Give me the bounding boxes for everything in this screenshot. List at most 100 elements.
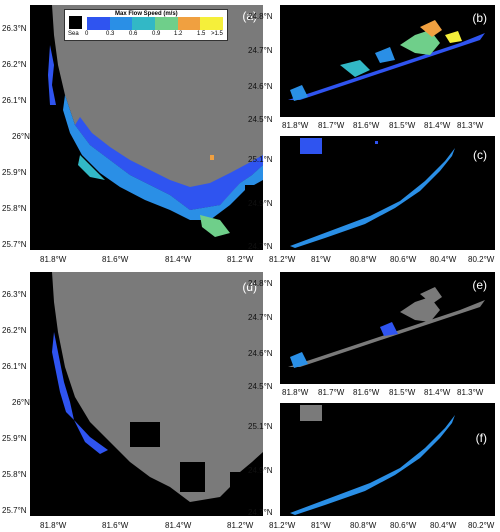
panel-a-label: (a) [242,9,257,23]
panel-b-keys [288,33,485,100]
legend-tick: 0.9 [152,31,161,37]
panel-b-flow-cluster [340,60,370,77]
panel-f-graphic [290,405,455,515]
panel-b-x-tick: 81.5°W [389,121,416,130]
left-x-tick-top: 81.8°W [40,255,67,264]
panel-a-flow-band-outer [75,117,263,210]
legend-tick: 0.3 [106,31,115,37]
panel-d-gulf [52,272,263,502]
panel-b-y-tick: 24.8°N [248,12,273,21]
panel-f-x-tick: 80.2°W [468,521,495,530]
panel-a-flow-hotspot [210,155,214,160]
panel-a-y-tick: 25.9°N [2,168,27,177]
panel-f-map: (f) [280,403,495,516]
panel-e-y-tick: 24.7°N [248,313,273,322]
panel-b-map: (b) [280,5,495,117]
panel-c-x-tick: 80.4°W [430,255,457,264]
panel-f-x-tick: 80.4°W [430,521,457,530]
panel-d-flow-coast [50,312,74,420]
legend-color-1 [109,17,133,30]
panel-a-land-block [238,205,254,240]
left-x-tick-bottom: 81.4°W [165,521,192,530]
panel-e-x-tick: 81.4°W [424,388,451,397]
panel-f-x-tick: 80.6°W [390,521,417,530]
panel-a-graphic [48,5,263,240]
panel-d-y-tick: 25.9°N [2,434,27,443]
legend-color-0 [87,17,110,30]
panel-a-coast-islands [48,45,56,105]
panel-a-y-tick: 26.1°N [2,96,27,105]
panel-a-y-tick: 25.7°N [2,240,27,249]
legend-colorbar [87,17,224,30]
panel-f-label: (f) [475,431,487,445]
panel-f-y-tick: 24.9°N [248,466,273,475]
panel-b-flow-cluster [420,20,442,37]
legend-tick: 1.2 [174,31,183,37]
panel-c-x-tick: 80.2°W [468,255,495,264]
panel-b-flow-cluster [445,31,462,43]
panel-a-y-tick: 25.8°N [2,204,27,213]
panel-d-flow-coast [74,420,108,454]
panel-d-y-tick: 25.8°N [2,470,27,479]
panel-e-x-tick: 81.6°W [353,388,380,397]
panel-c-x-tick: 80.8°W [350,255,377,264]
panel-c-x-tick: 80.6°W [390,255,417,264]
panel-e-flow-cluster [380,322,398,336]
panel-d-y-tick: 26.1°N [2,362,27,371]
panel-e-map: (e) [280,272,495,384]
panel-e-x-tick: 81.7°W [318,388,345,397]
panel-c-y-tick: 24.9°N [248,199,273,208]
panel-a-y-tick: 26.3°N [2,24,27,33]
panel-e-land-cluster [400,297,440,322]
left-x-tick-top: 81.2°W [227,255,254,264]
panel-b-y-tick: 24.5°N [248,115,273,124]
panel-d-map: (d) [30,272,263,516]
legend-sea-label: Sea [68,31,79,37]
left-x-tick-top: 81.6°W [102,255,129,264]
panel-b-flow-cluster [290,85,308,101]
legend-tick: >1.5 [211,31,223,37]
panel-f-x-tick: 81°W [311,521,331,530]
panel-f-land-block [300,405,322,421]
panel-b-flow-cluster [400,30,440,55]
panel-a-land-block [245,185,263,205]
legend-sea-swatch [69,16,82,29]
panel-f-y-tick: 25.1°N [248,422,273,431]
panel-e-label: (e) [472,278,487,292]
panel-b-x-tick: 81.7°W [318,121,345,130]
panel-c-map: (c) [280,136,495,250]
panel-e-land-cluster [420,287,442,304]
panel-e-y-tick: 24.5°N [248,382,273,391]
legend-color-3 [155,17,178,30]
panel-c-label: (c) [473,148,487,162]
panel-d-land-block [230,472,263,516]
left-x-tick-top: 81.4°W [165,255,192,264]
panel-d-y-tick: 26.2°N [2,326,27,335]
left-x-tick-bottom: 81.2°W [227,521,254,530]
panel-d-land-block [130,422,160,447]
legend-title: Max Flow Speed (m/s) [115,11,178,17]
panel-d-label: (d) [242,280,257,294]
panel-d-y-tick: 26.3°N [2,290,27,299]
panel-a-flow-high-2 [200,215,230,237]
panel-e-flow-cluster [290,352,308,368]
panel-b-x-tick: 81.8°W [282,121,309,130]
panel-c-y-tick: 25.1°N [248,155,273,164]
left-x-tick-bottom: 81.8°W [40,521,67,530]
panel-f-x-tick: 80.8°W [350,521,377,530]
panel-d-graphic [50,272,263,516]
panel-c-keys [290,148,455,248]
panel-b-label: (b) [472,11,487,25]
panel-c-flow-block [300,138,322,154]
panel-f-x-tick: 81.2°W [269,521,296,530]
panel-d-y-tick: 26°N [12,398,30,407]
panel-c-y-tick: 24.7°N [248,242,273,251]
panel-e-y-tick: 24.8°N [248,279,273,288]
panel-a-map: (a) [30,5,263,250]
panel-e-y-tick: 24.6°N [248,349,273,358]
panel-c-flow-speck [375,141,378,144]
left-x-tick-bottom: 81.6°W [102,521,129,530]
panel-f-keys [290,415,455,515]
panel-b-x-tick: 81.3°W [457,121,484,130]
panel-b-x-tick: 81.6°W [353,121,380,130]
